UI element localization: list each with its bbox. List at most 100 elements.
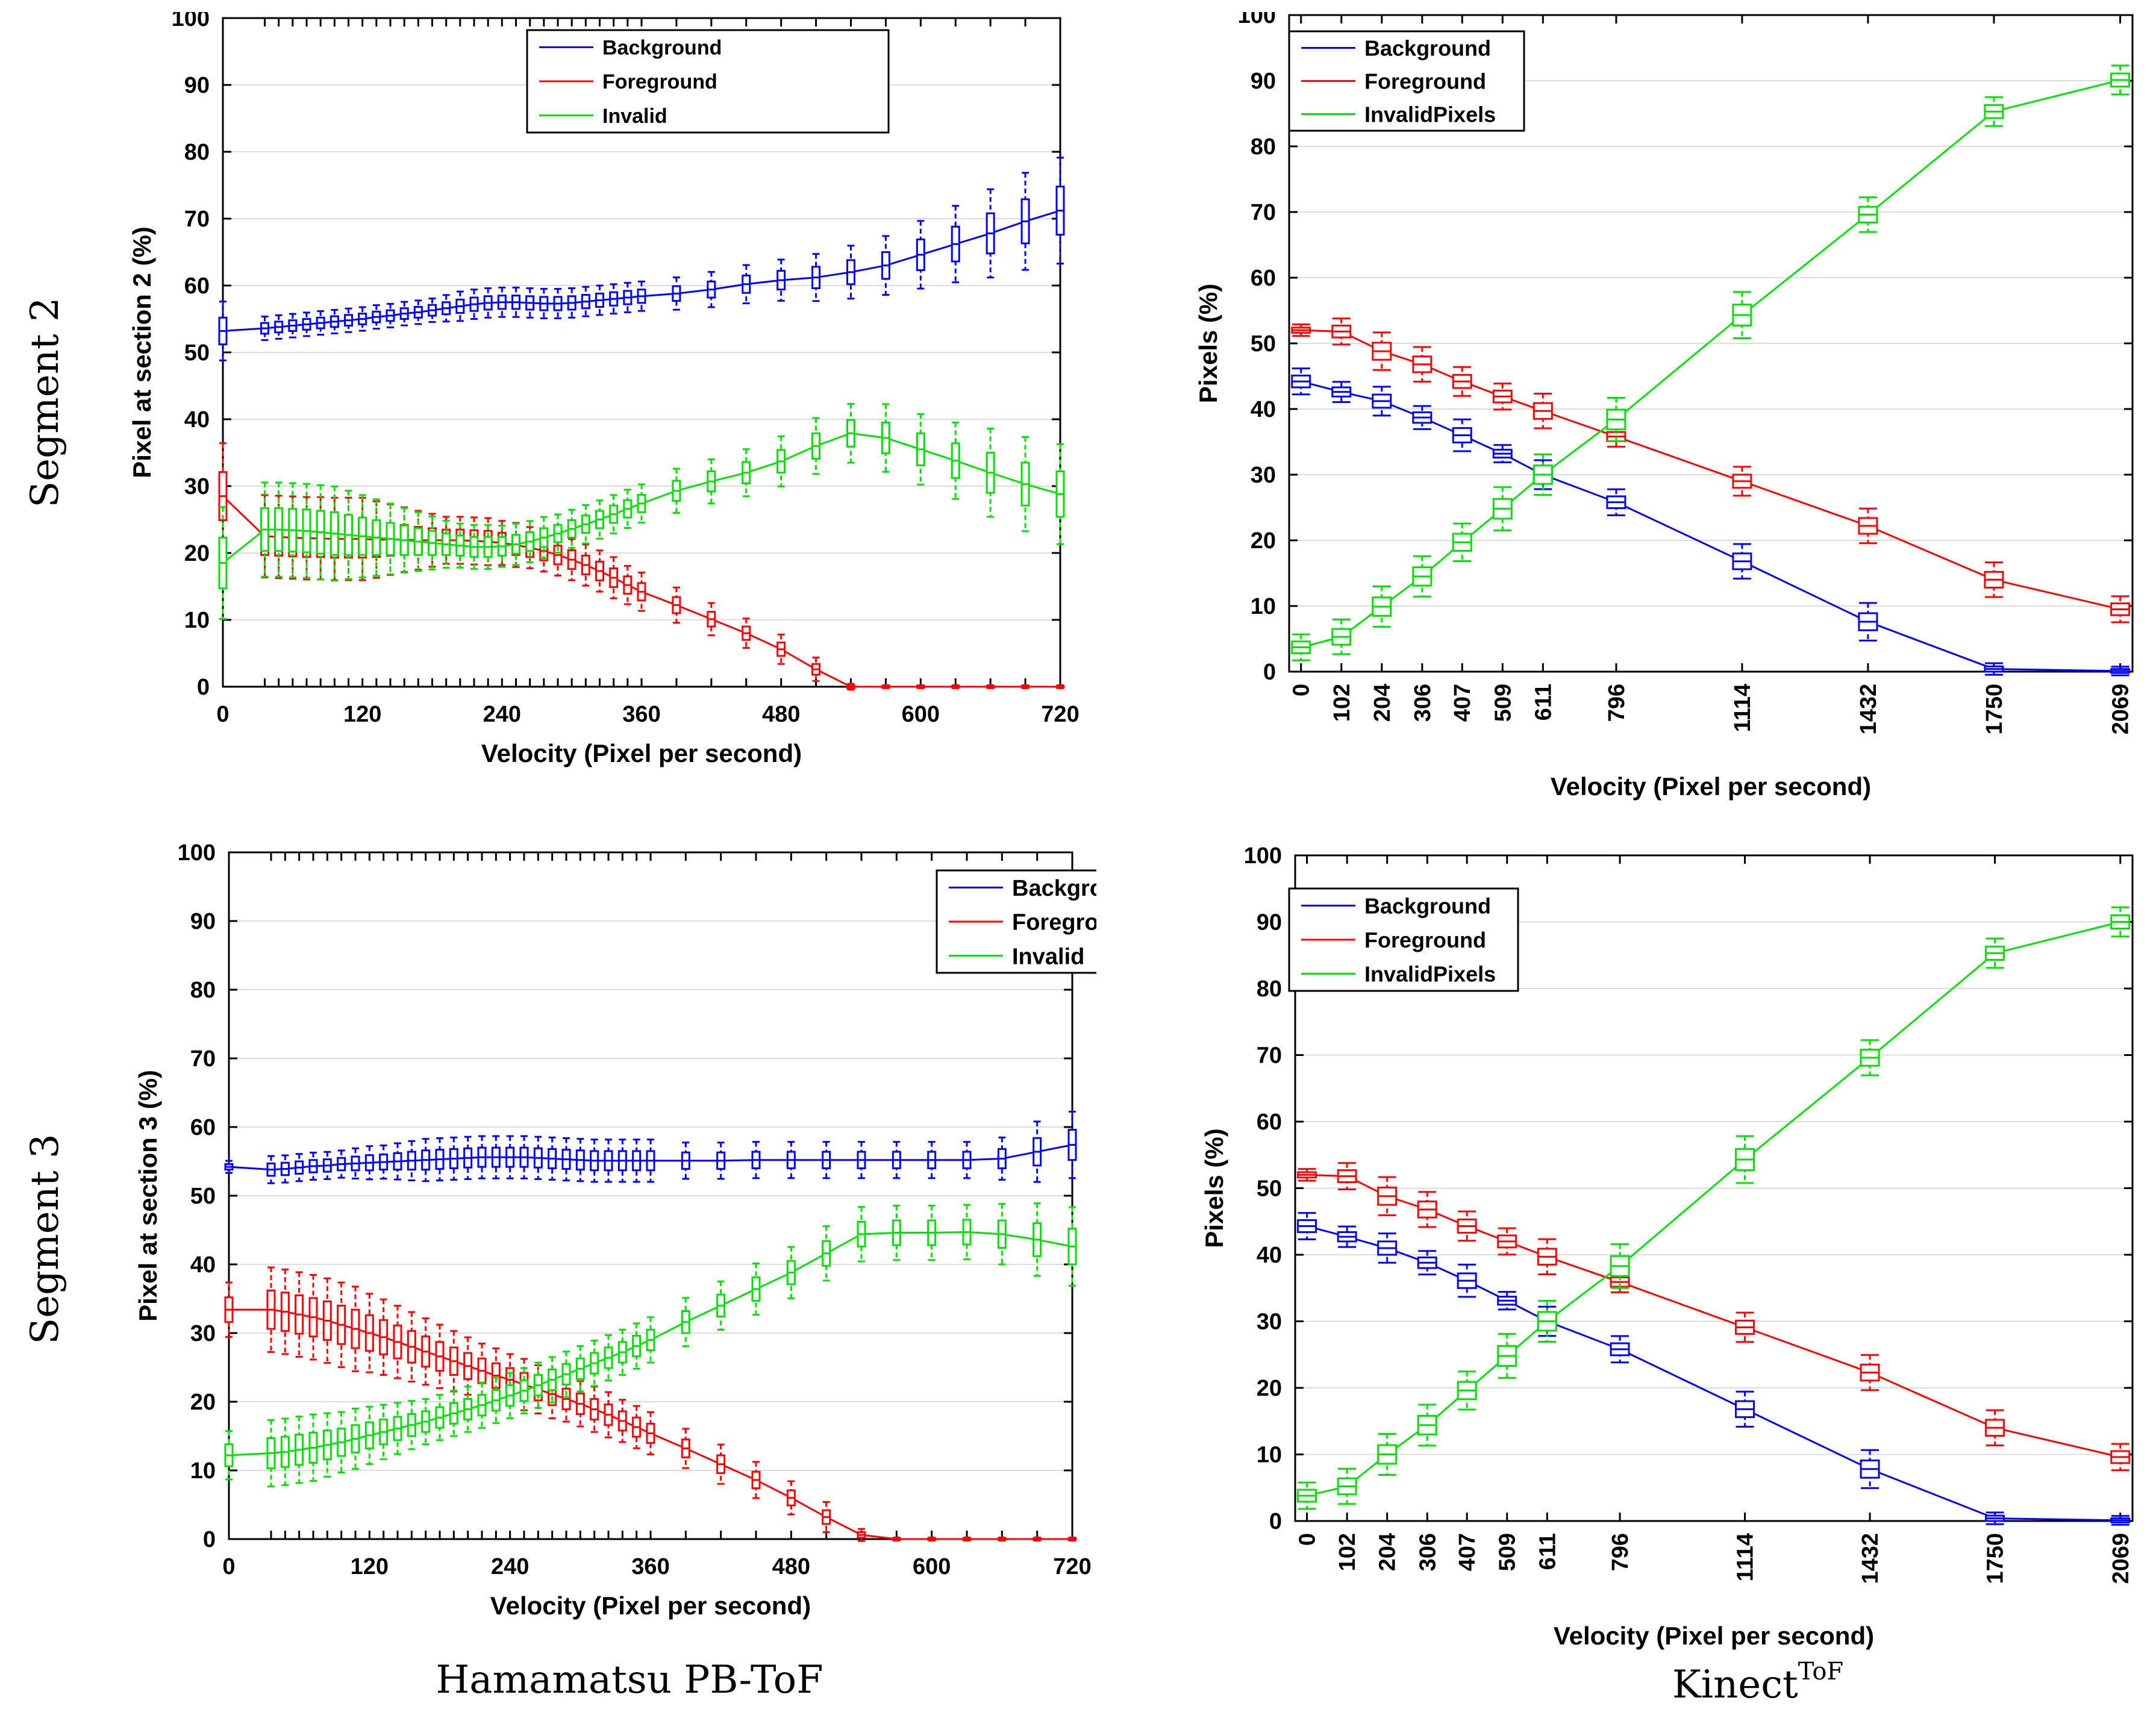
box-background — [455, 290, 465, 322]
x-tick-label: 204 — [1375, 1533, 1401, 1571]
box-background — [364, 1145, 374, 1181]
box-invalid — [646, 1316, 655, 1364]
box-background — [497, 286, 507, 318]
box-invalid — [575, 1345, 585, 1393]
legend-label-invalidpixels: InvalidPixels — [1364, 962, 1496, 987]
box-invalid — [1055, 443, 1065, 545]
box-invalid — [623, 489, 633, 529]
box-foreground — [364, 1293, 374, 1373]
box-foreground — [609, 556, 619, 599]
y-tick-label: 20 — [184, 541, 210, 566]
box-invalid — [857, 1206, 866, 1263]
series-line-background — [1307, 1225, 2120, 1522]
box-invalidpixels — [1337, 1467, 1357, 1505]
box-invalid — [505, 1372, 515, 1419]
x-tick-label: 0 — [216, 702, 229, 727]
box-background — [916, 220, 925, 290]
box-background — [1732, 543, 1752, 580]
box-invalid — [786, 1246, 796, 1299]
box-background — [951, 205, 960, 284]
box-foreground — [1291, 323, 1311, 337]
y-tick-label: 90 — [184, 73, 210, 98]
y-tick-label: 90 — [1257, 910, 1282, 935]
y-axis-label: Pixel at section 2 (%) — [128, 226, 156, 478]
box-foreground — [604, 1391, 613, 1438]
box-background — [1452, 418, 1472, 452]
box-foreground — [1412, 346, 1433, 383]
box-background — [927, 1141, 937, 1179]
x-tick-label: 480 — [772, 1554, 810, 1579]
y-tick-label: 100 — [1244, 843, 1282, 869]
y-tick-label: 60 — [184, 273, 210, 299]
box-invalidpixels — [1533, 453, 1553, 496]
box-invalidpixels — [1606, 396, 1626, 442]
box-invalidpixels — [1537, 1299, 1557, 1343]
y-tick-label: 0 — [203, 1527, 216, 1552]
y-tick-label: 60 — [190, 1115, 216, 1140]
y-tick-label: 40 — [1257, 1243, 1282, 1268]
box-invalid — [218, 506, 228, 620]
box-foreground — [1372, 331, 1392, 371]
legend-label-background: Background — [1364, 893, 1491, 918]
box-foreground — [617, 1399, 627, 1443]
box-invalid — [455, 522, 465, 569]
box-invalid — [302, 483, 311, 579]
box-foreground — [742, 617, 751, 649]
box-background — [1412, 405, 1433, 430]
box-foreground — [590, 1385, 599, 1433]
x-tick-label: 611 — [1535, 1533, 1560, 1570]
box-foreground — [266, 1266, 276, 1353]
column-label-kinect-super: ToF — [1798, 1658, 1844, 1685]
y-tick-label: 40 — [190, 1252, 216, 1278]
box-background — [617, 1138, 627, 1183]
x-tick-label: 1432 — [1858, 1533, 1883, 1584]
y-tick-label: 100 — [1238, 12, 1276, 28]
box-invalid — [386, 502, 395, 575]
box-foreground — [707, 602, 716, 637]
box-invalid — [617, 1328, 627, 1376]
box-background — [435, 1137, 445, 1182]
x-tick-label: 0 — [222, 1554, 235, 1579]
box-invalid — [266, 1419, 276, 1488]
x-tick-label: 796 — [1604, 684, 1629, 722]
box-background — [266, 1155, 276, 1184]
box-foreground — [916, 684, 925, 689]
box-invalid — [637, 483, 646, 524]
box-invalid — [224, 1430, 234, 1481]
x-tick-label: 2069 — [2108, 684, 2134, 735]
box-invalid — [280, 1417, 290, 1486]
box-invalidpixels — [2110, 906, 2131, 938]
y-tick-label: 0 — [197, 675, 210, 700]
x-tick-label: 360 — [622, 702, 660, 727]
box-background — [322, 1151, 332, 1180]
x-tick-label: 0 — [1289, 684, 1314, 696]
legend-label-background: Background — [1364, 36, 1491, 60]
box-background — [280, 1154, 290, 1184]
box-foreground — [567, 538, 576, 581]
box-background — [2110, 1515, 2131, 1526]
box-foreground — [786, 1480, 796, 1516]
box-foreground — [751, 1461, 761, 1499]
box-foreground — [581, 543, 590, 587]
box-invalid — [421, 1398, 431, 1446]
x-tick-label: 407 — [1450, 684, 1475, 722]
x-tick-label: 1432 — [1856, 684, 1881, 735]
box-background — [399, 301, 409, 326]
box-invalidpixels — [1372, 586, 1392, 628]
y-tick-label: 30 — [190, 1321, 216, 1346]
x-tick-label: 240 — [483, 702, 521, 727]
box-foreground — [623, 565, 633, 605]
box-foreground — [322, 1277, 332, 1364]
y-tick-label: 30 — [1251, 463, 1276, 488]
box-invalid — [1067, 1206, 1077, 1287]
box-background — [609, 283, 619, 315]
box-background — [539, 288, 549, 319]
y-tick-label: 50 — [1251, 331, 1276, 357]
x-axis-label: Velocity (Pixel per second) — [1554, 1622, 1874, 1650]
box-foreground — [927, 1536, 937, 1542]
box-invalidpixels — [1377, 1432, 1398, 1476]
box-background — [646, 1138, 655, 1183]
box-background — [604, 1138, 613, 1183]
box-invalid — [435, 1394, 445, 1441]
x-tick-label: 720 — [1041, 702, 1079, 727]
